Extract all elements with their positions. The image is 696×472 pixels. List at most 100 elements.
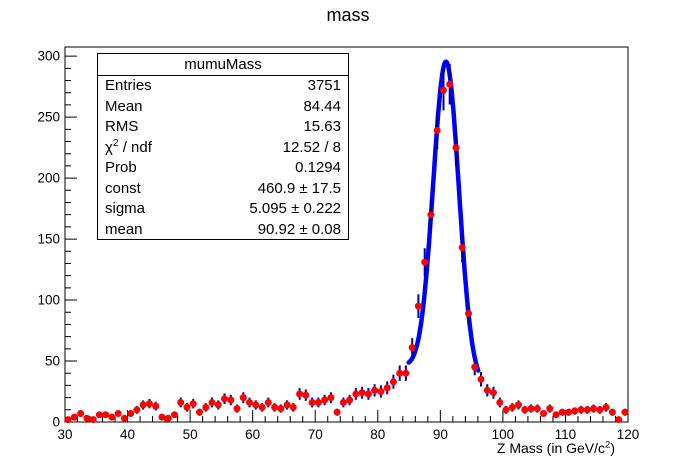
data-point <box>490 389 497 397</box>
stats-label-text: RMS <box>105 118 139 135</box>
stats-row: sigma 5.095 ± 0.222 <box>98 199 348 220</box>
data-point <box>114 410 122 417</box>
data-point <box>233 405 241 413</box>
x-tick-label: 80 <box>370 427 385 442</box>
data-point <box>440 86 447 94</box>
stats-row: RMS 15.63 <box>98 117 348 138</box>
y-tick-label: 50 <box>45 354 60 369</box>
y-tick-label: 300 <box>37 49 60 64</box>
data-point <box>95 411 103 419</box>
data-point <box>496 399 504 406</box>
x-axis-title-suffix: ) <box>610 440 615 456</box>
stats-box: mumuMass Entries 3751 Mean 84.44 RMS 15.… <box>97 53 349 240</box>
data-point <box>227 396 235 404</box>
data-point <box>540 410 547 417</box>
stats-row: mean 90.92 ± 0.08 <box>98 220 348 241</box>
stats-label-text: χ <box>105 138 113 156</box>
data-point <box>402 369 410 377</box>
data-point <box>89 416 97 424</box>
stats-label-text: Prob <box>105 159 137 176</box>
data-point <box>70 413 78 421</box>
plot-frame <box>64 46 629 423</box>
x-tick-label: 30 <box>57 427 72 442</box>
data-point <box>558 408 566 416</box>
stats-label-suffix: / ndf <box>118 138 152 156</box>
data-point <box>552 411 560 419</box>
data-point <box>102 411 110 419</box>
data-point <box>239 394 247 402</box>
y-axis-ticks <box>65 55 77 423</box>
data-point <box>527 405 535 413</box>
data-point <box>196 408 203 416</box>
data-point <box>296 390 304 398</box>
data-point <box>515 401 522 409</box>
data-point <box>621 408 629 416</box>
stats-title: mumuMass <box>98 54 348 76</box>
stats-value: 5.095 ± 0.222 <box>249 200 341 217</box>
data-point <box>546 405 554 413</box>
data-point <box>452 144 460 152</box>
data-point <box>83 414 91 422</box>
data-point <box>565 408 573 416</box>
data-point <box>364 390 372 398</box>
data-point <box>277 405 285 413</box>
data-point <box>421 258 429 266</box>
data-point <box>64 416 72 424</box>
x-tick-label: 40 <box>120 427 135 442</box>
stats-row: χ2 / ndf 12.52 / 8 <box>98 138 348 159</box>
data-point <box>502 406 510 414</box>
data-point <box>433 127 441 134</box>
stats-value: 3751 <box>307 77 341 94</box>
y-tick-label: 0 <box>52 415 60 430</box>
data-point <box>521 406 529 414</box>
data-point <box>289 403 297 411</box>
data-point <box>108 413 116 421</box>
stats-label-text: sigma <box>105 200 146 217</box>
fit-curve <box>406 59 481 373</box>
data-point <box>508 403 516 411</box>
data-point <box>208 399 216 406</box>
data-point <box>145 400 153 408</box>
data-point <box>590 405 598 413</box>
stats-label: RMS <box>105 117 138 138</box>
x-tick-label: 70 <box>308 427 323 442</box>
data-point <box>615 416 623 424</box>
x-tick-label: 120 <box>617 427 640 442</box>
data-point <box>352 390 360 398</box>
data-point <box>389 378 397 386</box>
stats-value: 90.92 ± 0.08 <box>257 220 341 238</box>
data-point <box>583 406 591 414</box>
data-point <box>458 244 466 252</box>
x-tick-labels: 30 40 50 60 70 80 90 100 110 120 <box>57 427 639 442</box>
stats-label-text: mean <box>105 220 143 238</box>
x-axis-title-text: Z Mass (in GeV/c <box>496 440 606 456</box>
stats-label: sigma <box>105 199 145 220</box>
data-point <box>608 408 616 416</box>
data-point <box>571 407 579 415</box>
data-point <box>465 310 472 317</box>
stats-label-sup: 2 <box>112 137 119 149</box>
data-point <box>283 401 291 409</box>
data-point <box>258 403 266 411</box>
stats-label-text: Mean <box>105 97 143 115</box>
stats-label: χ2 / ndf <box>105 138 152 159</box>
y-tick-label: 100 <box>37 293 60 308</box>
x-axis-title: Z Mass (in GeV/c2) <box>300 440 615 456</box>
data-point <box>377 388 385 395</box>
stats-label: Mean <box>105 97 143 118</box>
stats-value: 15.63 <box>303 118 341 135</box>
data-point <box>164 414 172 422</box>
data-point <box>214 401 222 409</box>
data-point <box>264 399 272 406</box>
data-point <box>133 406 141 414</box>
data-point <box>158 413 166 421</box>
y-tick-label: 250 <box>37 110 60 125</box>
data-point <box>77 410 85 417</box>
data-point <box>383 384 391 392</box>
data-point <box>327 394 335 402</box>
data-point <box>471 363 479 371</box>
data-point <box>533 405 541 413</box>
data-point <box>339 399 347 406</box>
stats-value: 460.9 ± 17.5 <box>257 179 341 197</box>
stats-label: Prob <box>105 158 137 179</box>
